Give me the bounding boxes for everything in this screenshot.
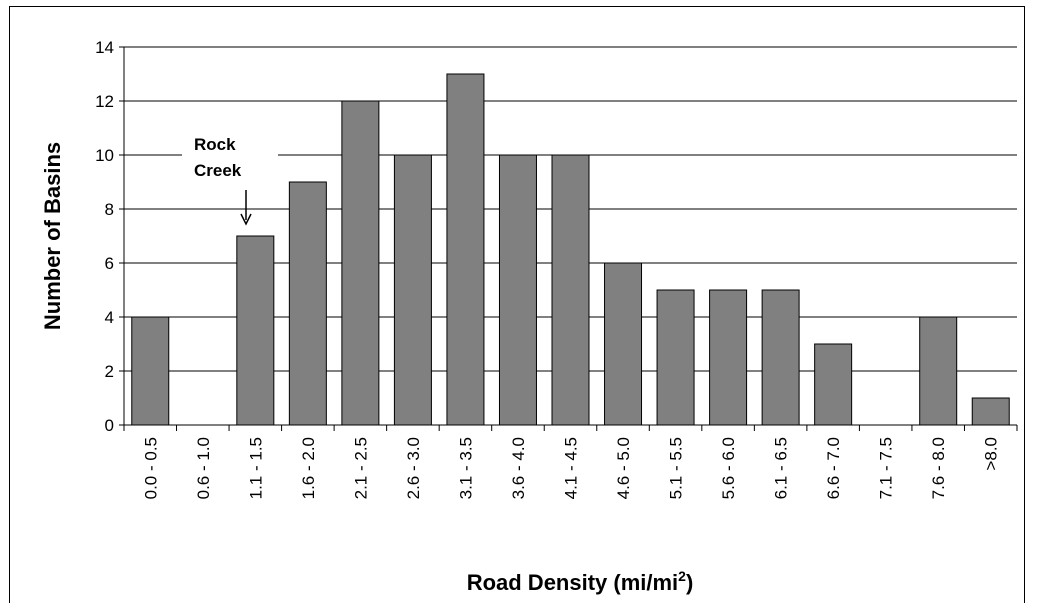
y-tick-label: 12 <box>95 92 114 111</box>
x-tick-label: 4.6 - 5.0 <box>614 437 633 499</box>
y-tick-label: 8 <box>105 200 114 219</box>
x-tick-label: >8.0 <box>982 437 1001 471</box>
x-tick-labels: 0.0 - 0.5 0.6 - 1.0 1.1 - 1.5 1.6 - 2.0 2.1 … <box>141 437 1000 499</box>
bar-5-6-6-0 <box>709 289 748 426</box>
annotation-arrow-head <box>240 213 252 226</box>
bar-3-1-3-5 <box>446 73 485 426</box>
y-tick-label: 10 <box>95 146 114 165</box>
annotation-background <box>182 130 278 190</box>
y-tick-label: 0 <box>105 416 114 435</box>
x-tick-label: 2.6 - 3.0 <box>404 437 423 499</box>
bar-5-1-5-5 <box>656 289 695 426</box>
bar-1-6-2-0 <box>288 181 327 426</box>
bars <box>131 73 1010 426</box>
x-tick-label: 3.6 - 4.0 <box>509 437 528 499</box>
bar-4-1-4-5 <box>551 154 590 426</box>
x-tick-label: 5.6 - 6.0 <box>719 437 738 499</box>
rock-creek-annotation: Rock Creek <box>182 130 278 226</box>
y-tick-label: 2 <box>105 362 114 381</box>
x-tick-label: 7.6 - 8.0 <box>929 437 948 499</box>
y-tick-label: 6 <box>105 254 114 273</box>
y-axis-title: Number of Basins <box>40 142 65 330</box>
x-tick-label: 6.6 - 7.0 <box>824 437 843 499</box>
x-tick-label: 1.1 - 1.5 <box>246 437 265 499</box>
bar-7-6-8-0 <box>919 316 958 426</box>
x-tick-label: 1.6 - 2.0 <box>299 437 318 499</box>
y-tick-label: 14 <box>95 38 114 57</box>
x-axis-title: Road Density (mi/mi2) <box>467 568 694 595</box>
annotation-line-1: Rock <box>194 135 236 154</box>
bar-4-6-5-0 <box>604 262 643 426</box>
axes <box>119 46 1018 431</box>
y-tick-label: 4 <box>105 308 114 327</box>
bar-gt8-0 <box>971 397 1010 426</box>
x-tick-label: 6.1 - 6.5 <box>772 437 791 499</box>
x-axis-title-end: ) <box>686 570 693 595</box>
bar-6-1-6-5 <box>761 289 800 426</box>
x-tick-label: 7.1 - 7.5 <box>877 437 896 499</box>
x-tick-label: 5.1 - 5.5 <box>667 437 686 499</box>
x-axis-title-superscript: 2 <box>678 568 686 584</box>
bar-0-0-0-5 <box>131 316 170 426</box>
y-tick-labels: 0 2 4 6 8 10 12 14 <box>95 38 114 435</box>
x-tick-label: 4.1 - 4.5 <box>562 437 581 499</box>
x-tick-label: 2.1 - 2.5 <box>351 437 370 499</box>
bar-2-1-2-5 <box>341 100 380 426</box>
bar-1-1-1-5 <box>236 235 275 426</box>
x-tick-label: 0.0 - 0.5 <box>141 437 160 499</box>
annotation-line-2: Creek <box>194 161 242 180</box>
x-axis-title-main: Road Density (mi/mi <box>467 570 678 595</box>
bar-3-6-4-0 <box>498 154 537 426</box>
x-tick-label: 3.1 - 3.5 <box>456 437 475 499</box>
x-tick-label: 0.6 - 1.0 <box>194 437 213 499</box>
bar-2-6-3-0 <box>393 154 432 426</box>
bar-6-6-7-0 <box>814 343 853 426</box>
